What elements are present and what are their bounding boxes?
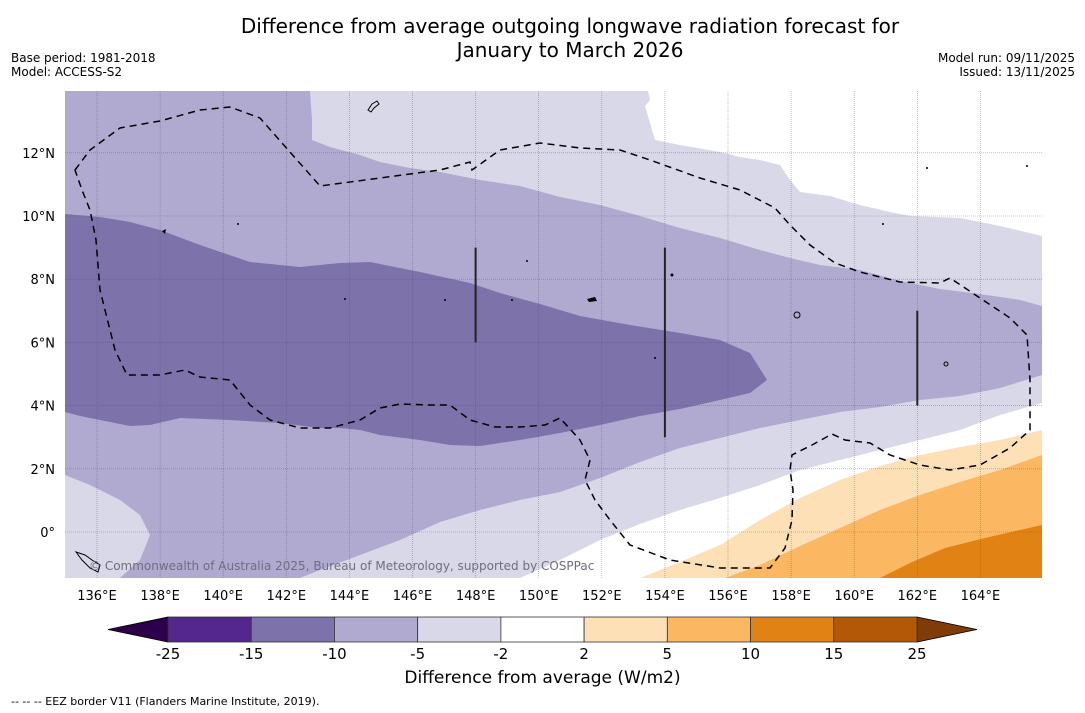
- meta-left: Base period: 1981-2018 Model: ACCESS-S2: [11, 51, 156, 79]
- copyright-text: © Commonwealth of Australia 2025, Bureau…: [89, 559, 594, 573]
- colorbar-tick-label: 25: [907, 645, 926, 663]
- colorbar: -25 -15 -10 -5 -2 2 5 10 15 25: [107, 616, 978, 663]
- island-dot-8: [882, 223, 884, 225]
- colorbar-segment: [167, 616, 252, 643]
- colorbar-segment: [833, 616, 918, 643]
- title-line-1: Difference from average outgoing longwav…: [240, 14, 900, 38]
- longitude-tick-label: 144°E: [330, 589, 370, 604]
- colorbar-tick-label: -15: [239, 645, 264, 663]
- island-yap: [162, 229, 166, 234]
- colorbar-tick-label: 2: [579, 645, 589, 663]
- longitude-tick-label: 154°E: [645, 589, 685, 604]
- island-pohnpei: [793, 311, 801, 319]
- region-minus5-minus2-southwest: [65, 475, 150, 578]
- longitude-tick-label: 156°E: [708, 589, 748, 604]
- model-name: Model: ACCESS-S2: [11, 65, 123, 79]
- latitude-labels: 12°N 10°N 8°N 6°N 4°N 2°N 0°: [22, 147, 55, 541]
- island-dot-9: [237, 223, 239, 225]
- longitude-tick-label: 162°E: [898, 589, 938, 604]
- eez-border-west: [74, 106, 1031, 569]
- colorbar-segment: [666, 616, 751, 643]
- base-period: Base period: 1981-2018: [11, 51, 156, 65]
- colorbar-tick-label: -25: [156, 645, 181, 663]
- island-dot-5: [654, 357, 656, 359]
- colorbar-tick-label: 10: [741, 645, 760, 663]
- longitude-tick-label: 138°E: [140, 589, 180, 604]
- colorbar-segment: [750, 616, 835, 643]
- island-dot-10: [344, 298, 346, 300]
- island-kosrae: [943, 361, 949, 367]
- colorbar-segment: [334, 616, 419, 643]
- longitude-tick-label: 136°E: [77, 589, 117, 604]
- longitude-tick-label: 158°E: [771, 589, 811, 604]
- colorbar-tick-label: -5: [410, 645, 425, 663]
- island-guam: [367, 100, 380, 113]
- colorbar-over-arrow: [916, 616, 978, 643]
- meridian-markers: [474, 247, 919, 438]
- region-minus15-minus10: [65, 214, 767, 446]
- latitude-tick-label: 6°N: [31, 336, 56, 351]
- issued-date: Issued: 13/11/2025: [959, 65, 1075, 79]
- colorbar-segment: [583, 616, 668, 643]
- latitude-tick-label: 12°N: [22, 147, 55, 162]
- longitude-tick-label: 148°E: [456, 589, 496, 604]
- map-area: © Commonwealth of Australia 2025, Bureau…: [65, 91, 1042, 578]
- gridlines: [65, 91, 1042, 578]
- colorbar-tick-label: -10: [322, 645, 347, 663]
- longitude-tick-label: 150°E: [519, 589, 559, 604]
- colorbar-tick-label: -2: [493, 645, 508, 663]
- chart-title: Difference from average outgoing longwav…: [0, 14, 1085, 62]
- latitude-tick-label: 4°N: [31, 400, 56, 415]
- island-dot-2: [511, 299, 513, 301]
- meta-right: Model run: 09/11/2025 Issued: 13/11/2025: [938, 51, 1075, 79]
- island-dot-3: [444, 299, 446, 301]
- colorbar-title: Difference from average (W/m2): [404, 668, 681, 688]
- colorbar-segment: [417, 616, 502, 643]
- colorbar-tick-label: 15: [824, 645, 843, 663]
- title-line-2: January to March 2026: [456, 38, 684, 62]
- island-dot-7: [1026, 165, 1028, 167]
- model-run: Model run: 09/11/2025: [937, 51, 1075, 65]
- region-plus10-plus15: [880, 525, 1042, 578]
- island-chuuk: [587, 297, 597, 302]
- island-dot-6: [926, 167, 928, 169]
- longitude-tick-label: 164°E: [961, 589, 1001, 604]
- island-new-ireland: [74, 551, 101, 573]
- eez-legend-note: -- -- -- EEZ border V11 (Flanders Marine…: [11, 695, 320, 708]
- colorbar-segment: [250, 616, 335, 643]
- latitude-tick-label: 0°: [40, 526, 55, 541]
- latitude-tick-label: 10°N: [22, 210, 55, 225]
- colorbar-tick-label: 5: [663, 645, 673, 663]
- region-minus2-plus2-north: [645, 91, 1042, 236]
- island-dot-1: [526, 260, 528, 262]
- colorbar-segment: [500, 616, 585, 643]
- island-dot-4: [670, 273, 674, 277]
- latitude-tick-label: 2°N: [31, 463, 56, 478]
- longitude-tick-label: 160°E: [834, 589, 874, 604]
- colorbar-under-arrow: [107, 616, 169, 643]
- longitude-tick-label: 152°E: [582, 589, 622, 604]
- longitude-tick-label: 140°E: [203, 589, 243, 604]
- longitude-tick-label: 142°E: [267, 589, 307, 604]
- longitude-tick-label: 146°E: [393, 589, 433, 604]
- latitude-tick-label: 8°N: [31, 273, 56, 288]
- longitude-labels: 136°E 138°E 140°E 142°E 144°E 146°E 148°E 150°E…: [77, 589, 1000, 604]
